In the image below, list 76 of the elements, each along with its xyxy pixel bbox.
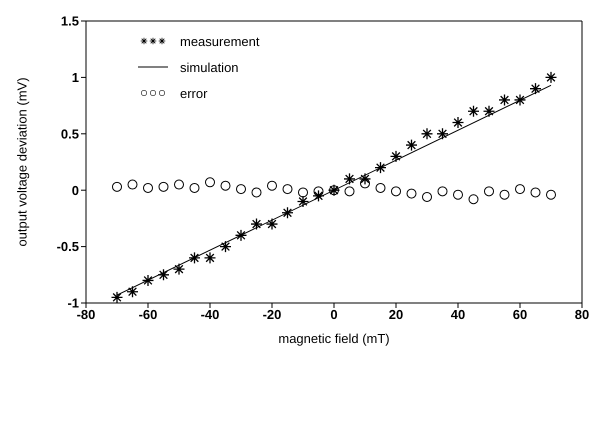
- point: [236, 184, 246, 194]
- legend-label: error: [180, 86, 208, 100]
- point: [296, 195, 310, 208]
- point: [314, 186, 324, 196]
- point: [529, 82, 542, 95]
- y-tick-label: 0.5: [60, 126, 79, 142]
- point: [128, 180, 138, 190]
- point: [220, 180, 230, 191]
- point: [250, 218, 263, 230]
- point: [358, 172, 372, 186]
- x-tick-label: -80: [76, 307, 96, 322]
- point: [298, 187, 308, 198]
- point: [406, 188, 416, 199]
- point: [360, 178, 370, 188]
- point: [468, 194, 478, 204]
- point: [376, 182, 386, 193]
- y-tick-label: -0.5: [56, 239, 79, 254]
- point: [390, 150, 402, 163]
- y-axis-title: output voltage deviation (mV): [14, 77, 30, 247]
- point: [405, 138, 418, 152]
- point: [281, 206, 294, 219]
- point: [544, 71, 558, 84]
- point: [188, 252, 201, 264]
- point: [374, 161, 387, 174]
- point: [204, 252, 216, 264]
- x-tick-label: -20: [262, 307, 282, 322]
- x-tick-label: 20: [388, 307, 404, 322]
- x-tick-label: 0: [330, 307, 338, 322]
- point: [172, 263, 186, 276]
- point: [110, 291, 124, 303]
- point: [422, 192, 432, 202]
- legend-label: measurement: [180, 34, 260, 48]
- x-tick-label: -40: [200, 307, 220, 322]
- point: [190, 182, 200, 193]
- x-tick-label: 60: [512, 307, 528, 322]
- point: [266, 218, 278, 230]
- point: [112, 182, 122, 192]
- point: [391, 186, 401, 196]
- point: [344, 186, 354, 196]
- point: [219, 240, 232, 253]
- point: [420, 128, 434, 140]
- point: [500, 190, 510, 200]
- point: [530, 187, 540, 198]
- y-tick-label: 0: [72, 182, 79, 198]
- point: [343, 172, 356, 186]
- x-tick-label: 40: [450, 307, 466, 322]
- point: [436, 128, 449, 140]
- point: [142, 274, 154, 287]
- point: [174, 180, 184, 190]
- point: [312, 190, 325, 202]
- point: [126, 286, 139, 298]
- point: [234, 229, 248, 242]
- point: [205, 177, 215, 188]
- y-tick-label: -1: [67, 296, 79, 311]
- point: [546, 190, 556, 200]
- point: [452, 116, 464, 129]
- point: [438, 186, 448, 196]
- point: [252, 187, 262, 198]
- point: [267, 180, 277, 191]
- y-tick-label: 1.5: [60, 14, 79, 29]
- point: [482, 105, 496, 118]
- y-tick-label: 1: [72, 70, 79, 86]
- x-axis-title: magnetic field (mT): [278, 331, 390, 346]
- point: [282, 184, 292, 194]
- point: [467, 105, 480, 118]
- point: [143, 182, 153, 193]
- x-tick-label: 80: [574, 307, 590, 322]
- point: [498, 94, 511, 106]
- point: [157, 268, 170, 281]
- x-tick-label: -60: [138, 307, 158, 322]
- point: [158, 182, 168, 192]
- legend-label: simulation: [180, 60, 239, 74]
- point: [515, 184, 525, 194]
- point: [484, 186, 494, 196]
- point: [453, 190, 463, 200]
- point: [514, 94, 526, 106]
